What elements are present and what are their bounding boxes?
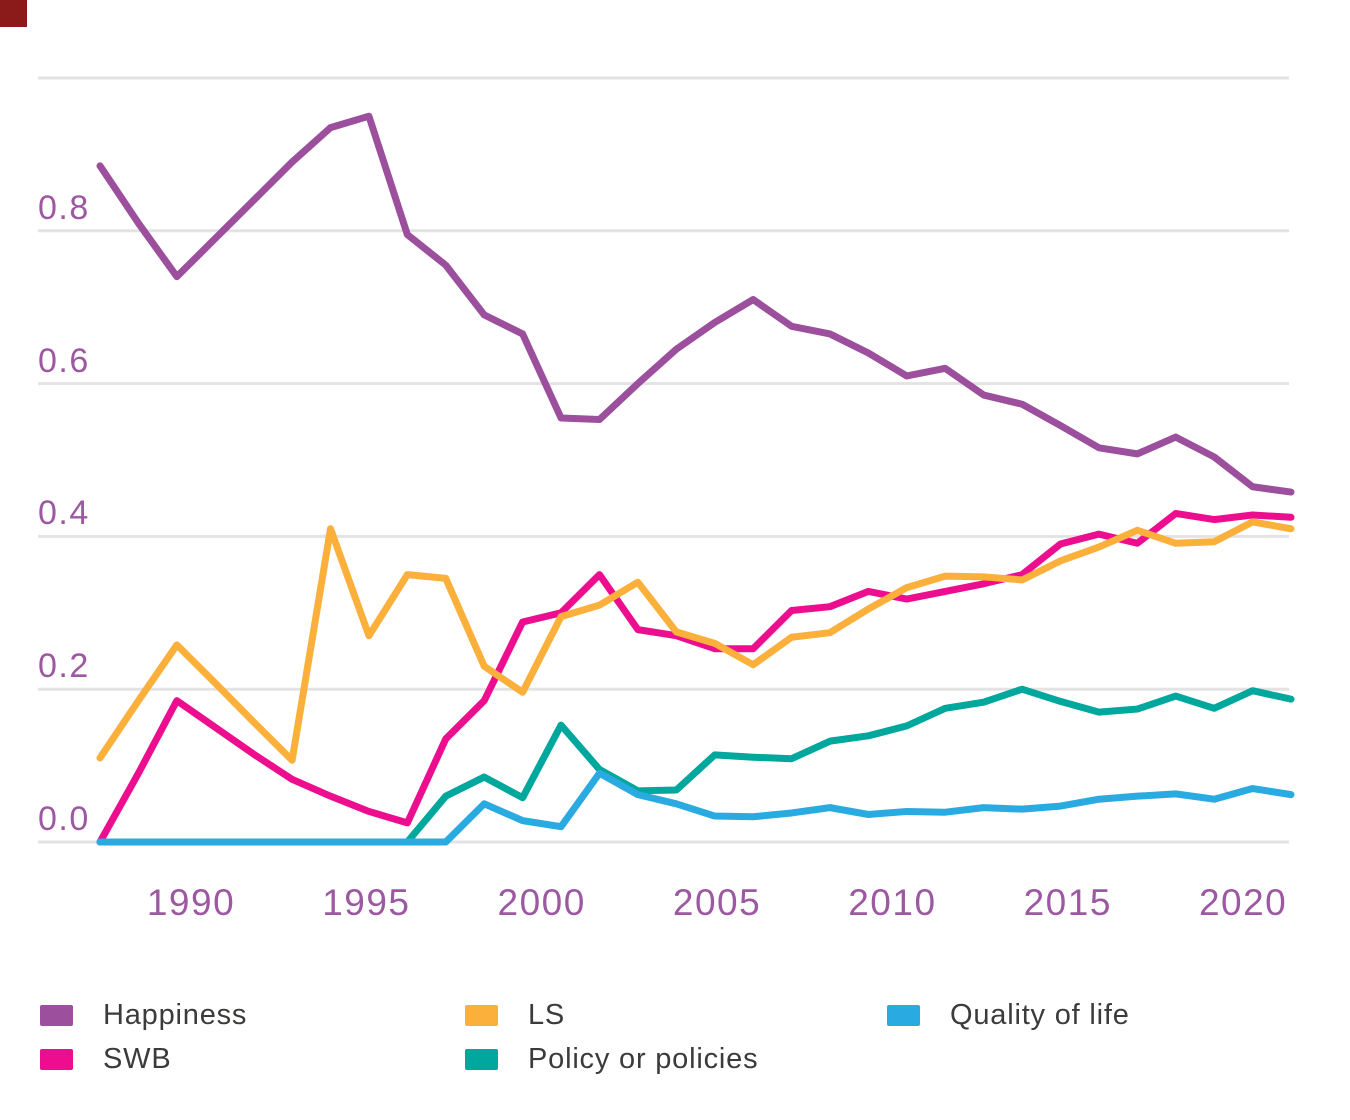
- x-tick-label-2015: 2015: [1023, 882, 1112, 923]
- x-tick-label-2000: 2000: [497, 882, 586, 923]
- legend-item-happiness: Happiness: [40, 1001, 247, 1030]
- red-corner-marker: [0, 0, 27, 27]
- x-tick-label-2005: 2005: [672, 882, 762, 923]
- series-line-quality-of-life: [96, 769, 1295, 846]
- y-tick-label-0.0: 0.0: [38, 800, 90, 838]
- x-tick-label-1990: 1990: [146, 882, 236, 923]
- legend-item-policy-or-policies: Policy or policies: [465, 1045, 758, 1074]
- x-tick-label-2010: 2010: [848, 882, 937, 923]
- legend-item-ls: LS: [465, 1001, 565, 1030]
- legend-swatch-icon: [40, 1049, 73, 1070]
- legend-label: LS: [528, 999, 566, 1031]
- series-line-policy-or-policies: [96, 685, 1295, 846]
- legend-label: Quality of life: [950, 999, 1130, 1031]
- y-tick-label-0.6: 0.6: [38, 341, 90, 380]
- series-line-swb: [96, 509, 1295, 846]
- x-tick-label-1995: 1995: [322, 882, 411, 923]
- legend-label: Policy or policies: [528, 1043, 759, 1075]
- legend-swatch-icon: [465, 1049, 498, 1070]
- y-tick-label-0.2: 0.2: [38, 647, 90, 686]
- legend-label: SWB: [103, 1043, 172, 1075]
- y-tick-label-0.4: 0.4: [38, 494, 90, 533]
- series-line-ls: [96, 518, 1295, 764]
- legend-item-swb: SWB: [40, 1045, 171, 1074]
- legend-swatch-icon: [465, 1005, 498, 1026]
- legend-swatch-icon: [40, 1005, 73, 1026]
- legend-swatch-icon: [887, 1005, 920, 1026]
- series-line-happiness: [96, 112, 1295, 496]
- y-tick-label-0.8: 0.8: [38, 188, 90, 227]
- legend-label: Happiness: [103, 999, 248, 1031]
- legend-item-quality-of-life: Quality of life: [887, 1001, 1130, 1030]
- x-tick-label-2020: 2020: [1198, 882, 1288, 923]
